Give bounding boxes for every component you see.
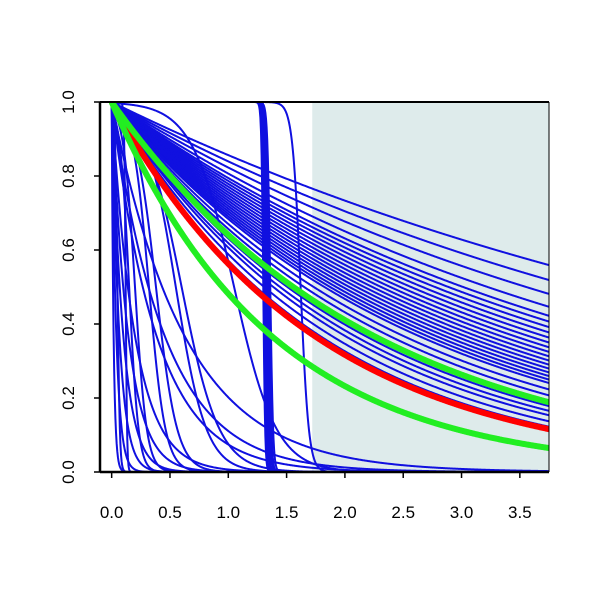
series-line-green-56: [108, 102, 549, 452]
series-line-blue-10: [110, 102, 549, 349]
series-line-blue-25: [110, 102, 549, 417]
axis-layer: [98, 101, 550, 474]
series-line-blue-1: [111, 102, 549, 282]
series-line-blue-16: [110, 102, 549, 374]
series-line-blue-24: [110, 102, 549, 412]
series-line-blue-5: [111, 102, 549, 323]
x-tick-label: 1.5: [275, 503, 299, 522]
series-line-blue-13: [110, 102, 549, 362]
series-line-green-55: [109, 102, 549, 406]
x-tick-label: 3.5: [508, 503, 532, 522]
series-line-blue-14: [110, 102, 549, 366]
series-line-blue-15: [110, 102, 549, 370]
x-tick-label: 1.0: [216, 503, 240, 522]
series-line-blue-4: [111, 102, 549, 317]
series-line-blue-3: [111, 102, 549, 308]
x-tick-label: 2.0: [333, 503, 357, 522]
series-line-blue-7: [111, 102, 549, 334]
series-line-blue-39: [111, 104, 549, 472]
series-line-blue-37: [111, 106, 549, 472]
series-line-blue-18: [110, 102, 549, 381]
x-tick-label: 2.5: [391, 503, 415, 522]
series-line-blue-19: [110, 102, 549, 384]
y-tick-label: 0.8: [59, 164, 78, 188]
x-tick-label: 0.5: [158, 503, 182, 522]
series-line-blue-21: [110, 102, 549, 397]
y-tick-label: 0.6: [59, 238, 78, 262]
y-tick-label: 0.4: [59, 312, 78, 336]
series-line-blue-2: [111, 102, 549, 295]
series-line-blue-6: [111, 102, 549, 329]
series-line-blue-17: [110, 102, 549, 378]
y-tick-label: 0.0: [59, 460, 78, 484]
tick-layer: 0.0 0.5 1.0 1.5 2.0 2.5 3.0 3.5 0.0 0.2 0.4 0.6 0.8 1…: [59, 90, 532, 522]
series-line-blue-8: [111, 102, 549, 339]
series-line-blue-26: [110, 102, 549, 423]
y-tick-label: 1.0: [59, 90, 78, 114]
y-tick-label: 0.2: [59, 386, 78, 410]
x-tick-label: 3.0: [450, 503, 474, 522]
series-line-blue-9: [111, 102, 549, 344]
series-line-blue-12: [110, 102, 549, 358]
series-line-blue-20: [110, 102, 549, 391]
series-line-blue-11: [110, 102, 549, 353]
x-tick-label: 0.0: [100, 503, 124, 522]
series-line-red-54: [109, 102, 549, 433]
series-line-blue-41: [111, 102, 549, 472]
series-line-blue-0: [111, 102, 549, 267]
